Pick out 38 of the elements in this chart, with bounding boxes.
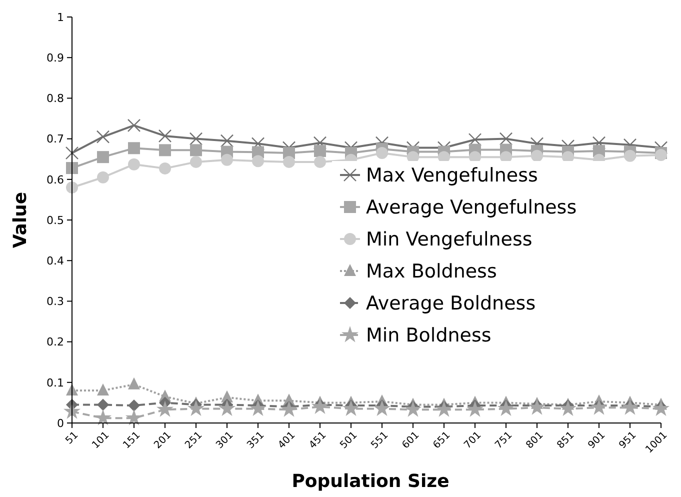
y-tick-label: 0.8	[46, 92, 64, 106]
x-tick-label: 851	[555, 430, 577, 452]
legend-label: Average Vengefulness	[366, 196, 577, 219]
legend-label: Max Boldness	[366, 260, 497, 283]
legend-label: Min Boldness	[366, 324, 492, 347]
x-tick-label: 501	[338, 430, 360, 452]
x-tick-label: 801	[524, 430, 546, 452]
y-tick-label: 0	[57, 416, 64, 430]
y-tick-label: 0.7	[46, 132, 64, 146]
x-tick-label: 601	[400, 430, 422, 452]
x-tick-label: 151	[121, 430, 143, 452]
x-tick-label: 401	[276, 430, 298, 452]
x-tick-label: 351	[245, 430, 267, 452]
x-axis-title: Population Size	[292, 471, 450, 492]
x-tick-label: 651	[431, 430, 453, 452]
x-tick-label: 51	[64, 430, 81, 447]
legend-label: Min Vengefulness	[366, 228, 532, 251]
x-tick-label: 751	[493, 430, 515, 452]
x-tick-label: 201	[152, 430, 174, 452]
x-tick-label: 551	[369, 430, 391, 452]
y-tick-label: 1	[57, 10, 64, 24]
y-axis-title: Value	[10, 192, 31, 248]
y-tick-label: 0.3	[46, 295, 64, 308]
x-tick-label: 901	[586, 430, 608, 452]
y-tick-label: 0.2	[46, 336, 64, 349]
x-tick-label: 451	[307, 430, 329, 452]
legend-label: Average Boldness	[366, 292, 536, 315]
y-tick-label: 0.9	[46, 51, 64, 64]
x-tick-label: 101	[90, 430, 112, 452]
legend-label: Max Vengefulness	[366, 164, 538, 187]
x-tick-label: 701	[462, 430, 484, 452]
y-tick-label: 0.1	[46, 376, 64, 390]
x-tick-label: 301	[214, 430, 236, 452]
y-tick-label: 0.5	[46, 214, 64, 227]
x-tick-label: 951	[617, 430, 639, 452]
y-tick-label: 0.4	[46, 254, 64, 268]
x-tick-label: 251	[183, 430, 205, 452]
y-tick-label: 0.6	[46, 173, 64, 186]
